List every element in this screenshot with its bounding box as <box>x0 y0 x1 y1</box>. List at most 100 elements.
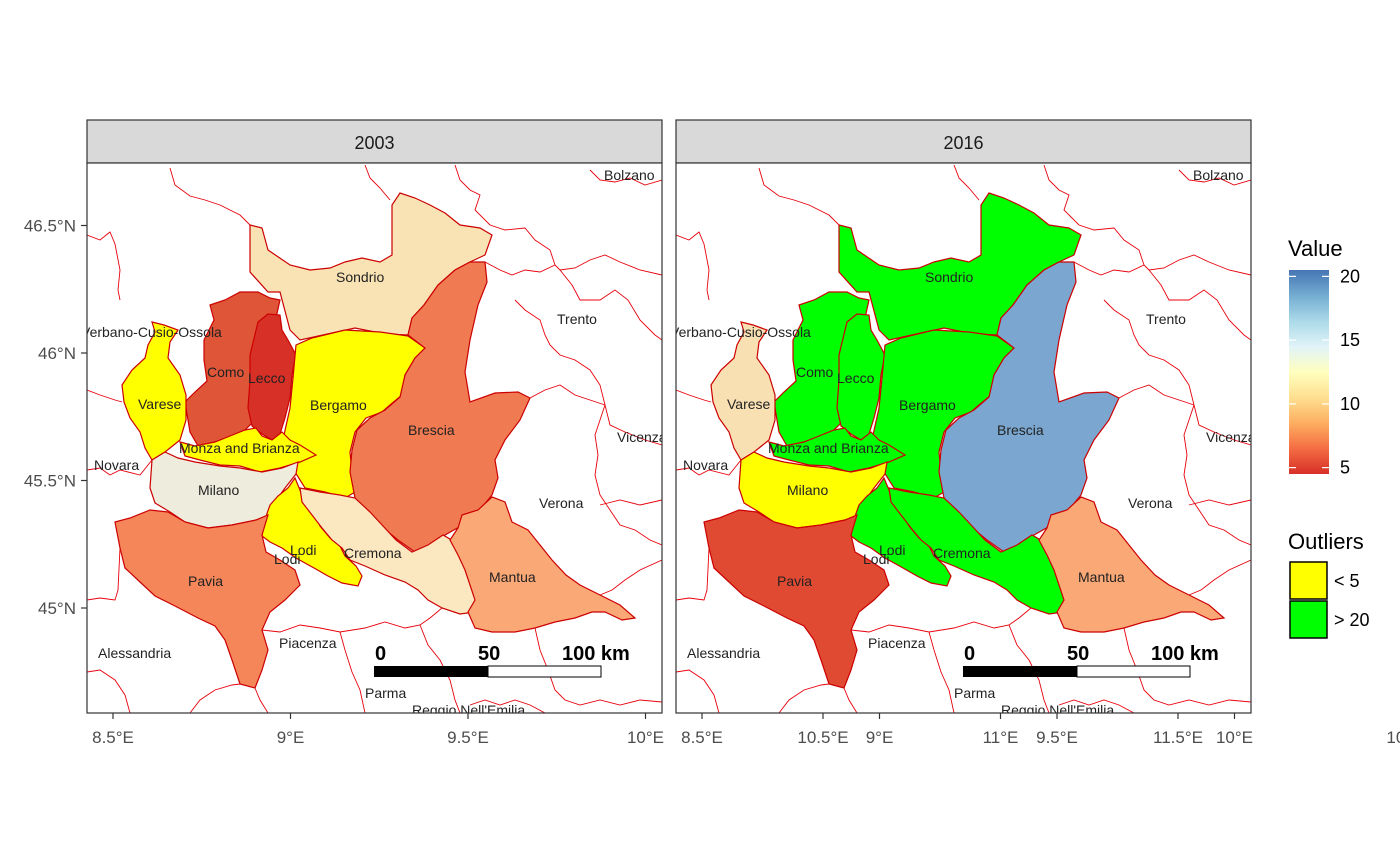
region-lecco[interactable] <box>247 313 297 441</box>
place-label-sondrio: Sondrio <box>925 269 973 285</box>
x-tick-label: 11.5°E <box>1153 728 1203 747</box>
place-label-monza: Monza and Brianza <box>179 440 300 456</box>
region-brescia[interactable] <box>349 261 531 553</box>
place-label-trento: Trento <box>557 311 597 327</box>
panel-2003: 2003 Bolzano Sondrio Trento Verbano-Cusio-Os… <box>24 119 1203 747</box>
neighbor-border <box>1148 269 1251 341</box>
neighbor-border <box>169 167 251 226</box>
place-label-bergamo: Bergamo <box>899 397 956 413</box>
place-label-verbano: Verbano-Cusio-Ossola <box>81 324 222 340</box>
outlier-key-swatch <box>1289 600 1328 639</box>
neighbor-border <box>676 669 720 713</box>
neighbor-border <box>87 231 121 301</box>
place-label-lodi2: Lodi <box>274 551 300 567</box>
place-label-cremona: Cremona <box>344 545 402 561</box>
neighbor-border <box>1118 384 1195 406</box>
region-lecco[interactable] <box>836 313 886 441</box>
place-label-verona: Verona <box>539 495 584 511</box>
place-label-milano: Milano <box>787 482 828 498</box>
neighbor-border <box>599 499 662 506</box>
neighbor-border <box>599 559 662 596</box>
colorbar <box>1289 270 1329 474</box>
place-label-vicenza: Vicenza <box>617 429 667 445</box>
x-tick-label: 9°E <box>277 728 305 747</box>
place-label-lodi: Lodi <box>879 542 905 558</box>
scale-bar-segment <box>487 665 602 678</box>
scale-bar-label: 50 <box>1067 643 1089 665</box>
y-tick-label: 45.5°N <box>24 472 76 491</box>
y-tick-label: 45°N <box>38 599 76 618</box>
place-label-verbano: Verbano-Cusio-Ossola <box>670 324 811 340</box>
region-mantua[interactable] <box>1038 496 1226 633</box>
neighbor-border <box>1188 499 1251 506</box>
place-label-bolzano: Bolzano <box>1193 167 1244 183</box>
place-label-monza: Monza and Brianza <box>768 440 889 456</box>
scale-bar-label: 100 km <box>1151 643 1219 665</box>
neighbor-border <box>534 627 662 706</box>
scale-bar: 0 50 100 km <box>374 643 630 678</box>
place-label-lodi2: Lodi <box>863 551 889 567</box>
place-label-bergamo: Bergamo <box>310 397 367 413</box>
region-varese[interactable] <box>710 321 776 461</box>
neighbor-border <box>758 167 840 226</box>
scale-bar-label: 100 km <box>562 643 630 665</box>
place-label-brescia: Brescia <box>997 422 1044 438</box>
neighbor-border <box>843 687 858 713</box>
region-varese[interactable] <box>121 321 187 461</box>
place-label-sondrio: Sondrio <box>336 269 384 285</box>
neighbor-border <box>1183 404 1251 546</box>
neighbor-border <box>676 547 710 601</box>
place-label-como: Como <box>796 364 834 380</box>
region-milano[interactable] <box>149 451 299 529</box>
place-label-piacenza: Piacenza <box>868 635 926 651</box>
neighbor-border <box>87 459 153 476</box>
neighbor-border <box>529 384 606 406</box>
place-label-milano: Milano <box>198 482 239 498</box>
region-mantua[interactable] <box>449 496 637 633</box>
place-label-reggio: Reggio Nell'Emilia <box>412 702 525 718</box>
neighbor-border <box>87 669 131 713</box>
place-label-reggio: Reggio Nell'Emilia <box>1001 702 1114 718</box>
neighbor-border <box>676 459 742 476</box>
neighbor-border <box>928 631 955 713</box>
neighbor-border <box>778 683 830 713</box>
place-label-lecco: Lecco <box>837 370 875 386</box>
place-label-pavia: Pavia <box>777 573 812 589</box>
place-label-mantua: Mantua <box>489 569 536 585</box>
region-lodi[interactable] <box>850 476 952 587</box>
neighbor-border <box>189 683 241 713</box>
region-pavia[interactable] <box>114 509 301 689</box>
colorbar-tick-label: 15 <box>1340 330 1360 350</box>
region-lodi[interactable] <box>261 476 363 587</box>
neighbor-border <box>364 164 391 201</box>
place-label-mantua: Mantua <box>1078 569 1125 585</box>
neighbor-border <box>254 687 269 713</box>
region-monza-and-brianza[interactable] <box>768 427 907 473</box>
outlier-key-label: < 5 <box>1334 571 1360 591</box>
scale-bar-label: 50 <box>478 643 500 665</box>
y-tick-label: 46.5°N <box>24 217 76 236</box>
place-label-novara: Novara <box>683 457 728 473</box>
neighbor-border <box>484 261 556 276</box>
region-monza-and-brianza[interactable] <box>179 427 318 473</box>
place-label-alessandria: Alessandria <box>687 645 760 661</box>
neighbor-border <box>850 607 1032 633</box>
region-milano[interactable] <box>738 451 888 529</box>
colorbar-tick-label: 20 <box>1340 266 1360 286</box>
region-pavia[interactable] <box>703 509 890 689</box>
panel-border <box>86 162 663 714</box>
panel-2016: 2016 Bolzano Sondrio Trento Verbano-Cusio-Os… <box>670 119 1400 747</box>
place-label-parma: Parma <box>954 685 995 701</box>
neighbor-border <box>1123 627 1251 706</box>
neighbor-border <box>261 607 443 633</box>
neighbor-border <box>1043 164 1251 276</box>
place-label-novara: Novara <box>94 457 139 473</box>
facet-strip <box>86 119 663 164</box>
map-area: Bolzano Sondrio Trento Verbano-Cusio-Ossola… <box>81 164 667 718</box>
region-brescia[interactable] <box>938 261 1120 553</box>
scale-bar: 0 50 100 km <box>963 643 1219 678</box>
neighbor-border <box>469 699 546 713</box>
facet-strip <box>675 119 1252 164</box>
x-tick-label: 9°E <box>866 728 894 747</box>
